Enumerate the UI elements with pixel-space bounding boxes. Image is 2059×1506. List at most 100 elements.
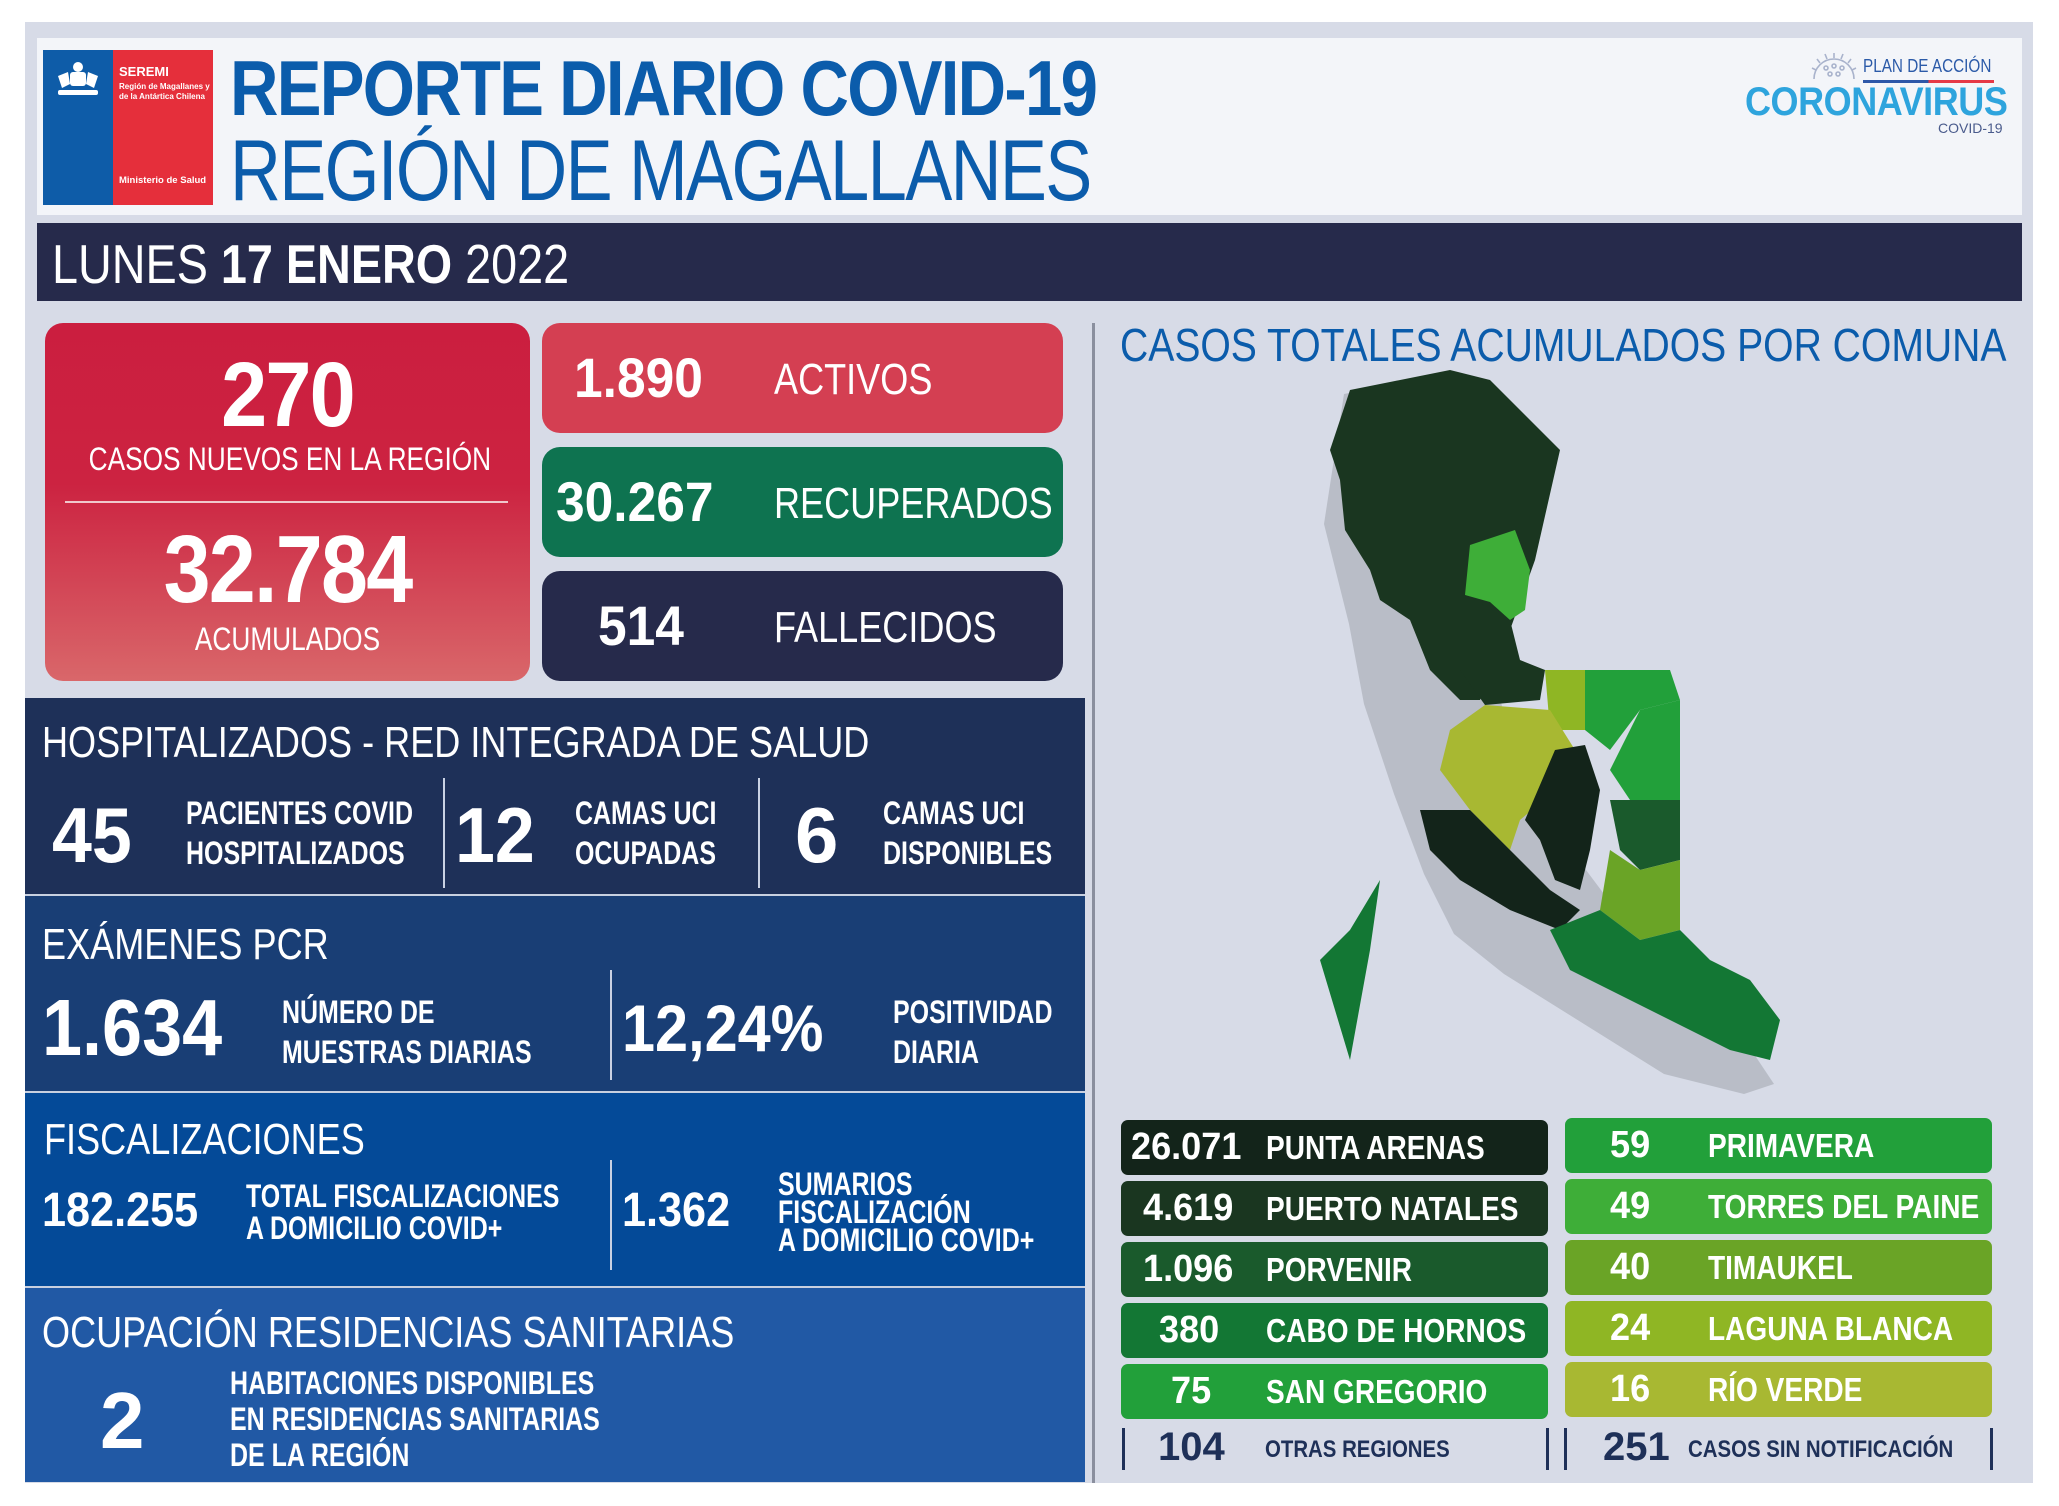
flag-underline [1863,80,1994,83]
positivity-label-line1: POSITIVIDAD [893,994,1053,1030]
icu-available-label-line1: CAMAS UCI [883,795,1025,831]
comuna-name: RÍO VERDE [1708,1371,1863,1408]
comuna-row: 40 TIMAUKEL [1565,1240,1992,1295]
sin-notificacion-value: 251 [1603,1425,1670,1469]
comuna-value: 26.071 [1131,1126,1242,1168]
comuna-value: 49 [1610,1185,1651,1227]
plan-accion-label: PLAN DE ACCIÓN [1863,56,1992,76]
icu-available-value: 6 [795,791,839,879]
comuna-value: 380 [1159,1309,1220,1351]
report-date: LUNES 17 ENERO 2022 [52,232,569,296]
comuna-row: 380 CABO DE HORNOS [1121,1303,1548,1358]
recovered-value: 30.267 [556,470,714,533]
pcr-samples-label: NÚMERO DE MUESTRAS DIARIAS [282,992,532,1072]
active-label: ACTIVOS [774,355,933,404]
coat-of-arms-icon [58,62,98,95]
comuna-value: 1.096 [1143,1248,1234,1290]
comuna-name: LAGUNA BLANCA [1708,1310,1954,1347]
residencias-section [25,1288,1085,1482]
date-bar [37,223,2022,301]
comuna-name: CABO DE HORNOS [1266,1312,1527,1349]
new-cases-value: 270 [221,344,356,446]
sumarios-label-line2: FISCALIZACIÓN [778,1194,971,1230]
deceased-card: 514 FALLECIDOS [542,571,1063,681]
residencias-label-line3: DE LA REGIÓN [230,1437,410,1473]
hospital-section [25,698,1085,894]
section-divider [25,1286,1085,1288]
comuna-name: PORVENIR [1266,1251,1413,1288]
icu-available-label: CAMAS UCI DISPONIBLES [883,793,1052,873]
seremi-label: SEREMI [119,64,169,79]
accumulated-label: ACUMULADOS [194,621,381,657]
card-divider [65,501,508,503]
sumarios-label-line1: SUMARIOS [778,1166,913,1202]
map-title: CASOS TOTALES ACUMULADOS POR COMUNA [1120,319,2007,371]
comuna-value: 75 [1171,1370,1212,1412]
header [37,38,2022,215]
comuna-name: PUNTA ARENAS [1266,1129,1485,1166]
icu-occupied-label-line2: OCUPADAS [575,835,716,871]
comuna-name: TIMAUKEL [1708,1249,1853,1286]
active-cases-card: 1.890 ACTIVOS [542,323,1063,433]
pcr-samples-label-line1: NÚMERO DE [282,994,435,1030]
comuna-row: 26.071 PUNTA ARENAS [1121,1120,1548,1175]
residencias-label-line2: EN RESIDENCIAS SANITARIAS [230,1401,600,1437]
section-divider [25,894,1085,896]
positivity-value: 12,24% [622,991,824,1065]
comuna-row: 59 PRIMAVERA [1565,1118,1992,1173]
new-cases-card: 270 CASOS NUEVOS EN LA REGIÓN 32.784 ACU… [45,323,530,681]
new-cases-label: CASOS NUEVOS EN LA REGIÓN [88,441,492,477]
comuna-value: 24 [1610,1307,1651,1349]
recovered-label: RECUPERADOS [774,479,1053,528]
otras-regiones-label: OTRAS REGIONES [1265,1436,1450,1463]
magallanes-region-map [1320,370,1780,1094]
residencias-label: HABITACIONES DISPONIBLES EN RESIDENCIAS … [230,1365,600,1473]
divider [610,1160,612,1270]
pcr-title: EXÁMENES PCR [42,920,329,969]
region-title: REGIÓN DE MAGALLANES [230,123,1092,219]
icu-available-label-line2: DISPONIBLES [883,835,1053,871]
footer-bar [1122,1428,1125,1470]
positivity-label: POSITIVIDAD DIARIA [893,992,1052,1072]
date-weekday: LUNES [52,233,208,295]
hospitalized-label: PACIENTES COVID HOSPITALIZADOS [186,793,413,873]
active-value: 1.890 [574,346,703,409]
residencias-value: 2 [100,1376,145,1465]
seremi-logo-red [113,50,213,205]
accumulated-value: 32.784 [163,516,414,623]
sumarios-label: SUMARIOS FISCALIZACIÓN A DOMICILIO COVID… [778,1166,1035,1258]
pcr-samples-label-line2: MUESTRAS DIARIAS [282,1034,532,1070]
section-divider [25,1091,1085,1093]
date-year: 2022 [465,233,570,295]
fiscalizaciones-total-label-line2: A DOMICILIO COVID+ [246,1210,503,1246]
column-divider [1092,323,1095,1483]
seremi-region-label: Región de Magallanes y de la Antártica C… [119,82,210,101]
comuna-name: TORRES DEL PAINE [1708,1188,1980,1225]
fiscalizaciones-total-label-line1: TOTAL FISCALIZACIONES [246,1178,560,1214]
sumarios-label-line3: A DOMICILIO COVID+ [778,1222,1035,1258]
footer-bar [1546,1428,1549,1470]
sumarios-value: 1.362 [622,1184,731,1237]
virus-icon [1811,53,1857,80]
comuna-value: 4.619 [1143,1187,1234,1229]
comuna-row: 1.096 PORVENIR [1121,1242,1548,1297]
comuna-row: 49 TORRES DEL PAINE [1565,1179,1992,1234]
fiscalizaciones-total-label: TOTAL FISCALIZACIONES A DOMICILIO COVID+ [246,1180,559,1244]
covid19-label: COVID-19 [1938,120,2003,136]
divider [758,778,760,888]
pcr-samples-value: 1.634 [42,983,223,1072]
comuna-row: 24 LAGUNA BLANCA [1565,1301,1992,1356]
comuna-value: 40 [1610,1246,1651,1288]
hospitalized-value: 45 [52,791,132,879]
coronavirus-logo-text: CORONAVIRUS [1745,80,2008,124]
comuna-row: 4.619 PUERTO NATALES [1121,1181,1548,1236]
comuna-value: 16 [1610,1368,1651,1410]
ministerio-label: Ministerio de Salud [119,175,207,186]
positivity-label-line2: DIARIA [893,1034,979,1070]
residencias-label-line1: HABITACIONES DISPONIBLES [230,1365,595,1401]
comuna-row: 16 RÍO VERDE [1565,1362,1992,1417]
otras-regiones-value: 104 [1158,1425,1225,1469]
report-title: REPORTE DIARIO COVID-19 [230,44,1098,132]
fiscalizaciones-total-value: 182.255 [42,1184,199,1237]
hospital-title: HOSPITALIZADOS - RED INTEGRADA DE SALUD [42,718,870,767]
